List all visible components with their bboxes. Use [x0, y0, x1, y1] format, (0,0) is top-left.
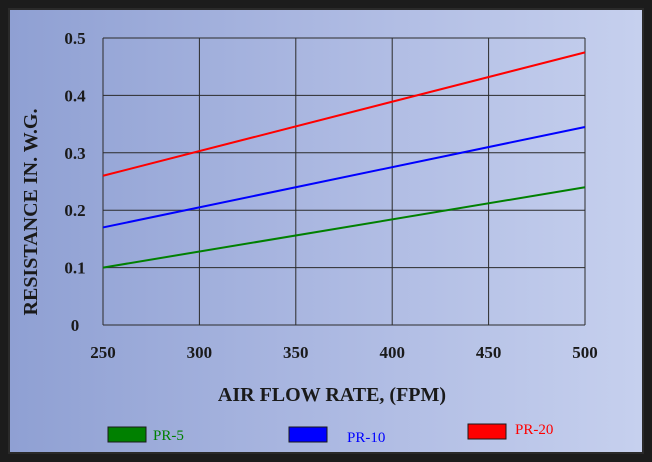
legend-swatch-2 — [288, 426, 328, 443]
x-tick-labels: 250 300 350 400 450 500 — [90, 343, 598, 362]
series-line-3 — [102, 51, 586, 177]
x-tick-label-0: 250 — [90, 343, 116, 362]
y-tick-label-3: 0.3 — [64, 144, 85, 163]
legend-label-2: PR-10 — [347, 430, 385, 446]
x-axis-title: AIR FLOW RATE, (FPM) — [218, 384, 446, 406]
legend-swatch-3 — [467, 423, 507, 440]
x-tick-label-1: 300 — [187, 343, 213, 362]
y-tick-label-1: 0.1 — [64, 259, 85, 278]
grid — [102, 37, 586, 326]
legend-swatch-1 — [107, 426, 147, 443]
x-tick-label-5: 500 — [572, 343, 598, 362]
y-tick-label-0: 0 — [71, 316, 80, 335]
legend-label-3: PR-20 — [515, 422, 553, 438]
y-tick-label-4: 0.4 — [64, 86, 86, 105]
legend-label-1: PR-5 — [153, 428, 184, 444]
series-line-1 — [102, 186, 586, 269]
x-tick-label-2: 350 — [283, 343, 309, 362]
legend: PR-5 PR-10 PR-20 — [107, 422, 553, 446]
x-tick-label-3: 400 — [379, 343, 405, 362]
y-tick-label-2: 0.2 — [64, 201, 85, 220]
y-tick-labels: 0 0.1 0.2 0.3 0.4 0.5 — [64, 29, 86, 335]
x-tick-label-4: 450 — [476, 343, 502, 362]
y-axis-title: RESISTANCE IN. W.G. — [20, 109, 42, 316]
y-tick-label-5: 0.5 — [64, 29, 85, 48]
series-line-2 — [102, 125, 586, 229]
series-lines — [102, 51, 586, 269]
